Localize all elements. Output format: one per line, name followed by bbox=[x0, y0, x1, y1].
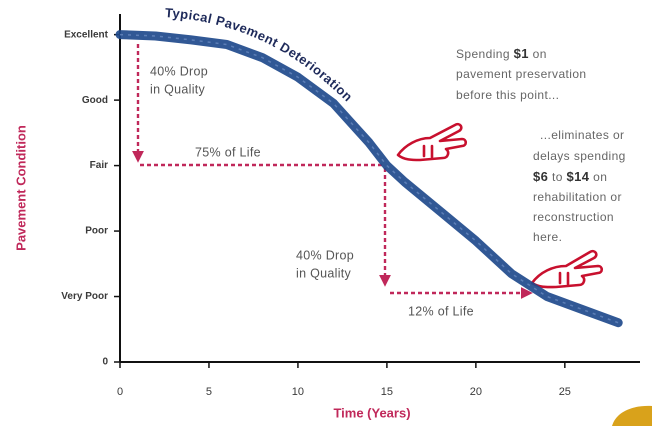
note: ...eliminates or bbox=[540, 128, 624, 142]
note-text: on bbox=[593, 170, 607, 184]
annotation: 75% of Life bbox=[195, 145, 261, 159]
note: pavement preservation bbox=[456, 67, 586, 81]
annotation: in Quality bbox=[150, 82, 206, 96]
y-tick-label: Good bbox=[82, 95, 108, 106]
y-tick-label: 0 bbox=[102, 357, 108, 368]
x-tick-label: 25 bbox=[559, 386, 571, 398]
annotation: 12% of Life bbox=[408, 304, 474, 318]
logo-shape bbox=[612, 406, 652, 426]
note-text: $6 bbox=[533, 169, 548, 184]
x-tick-label: 15 bbox=[381, 386, 393, 398]
note: reconstruction bbox=[533, 210, 614, 224]
note-text: $14 bbox=[567, 169, 590, 184]
chart: Pavement Condition Time (Years) 40% Drop… bbox=[0, 0, 652, 426]
note: delays spending bbox=[533, 149, 626, 163]
note: Spending $1 on bbox=[456, 46, 547, 61]
note-text: $1 bbox=[514, 46, 529, 61]
y-axis-title: Pavement Condition bbox=[13, 125, 28, 251]
x-axis-title: Time (Years) bbox=[333, 405, 410, 420]
hand-icon bbox=[532, 251, 602, 287]
y-tick-label: Fair bbox=[90, 160, 108, 171]
y-tick-label: Excellent bbox=[64, 29, 109, 40]
x-tick-label: 0 bbox=[117, 386, 123, 398]
annotation: 40% Drop bbox=[150, 64, 208, 78]
hand-fingers bbox=[424, 146, 432, 157]
note: here. bbox=[533, 230, 562, 244]
hand-fingers bbox=[560, 273, 568, 284]
y-tick-label: Poor bbox=[85, 226, 108, 237]
annotation: in Quality bbox=[296, 266, 352, 280]
note: before this point... bbox=[456, 88, 559, 102]
logo bbox=[612, 406, 652, 426]
x-tick-label: 20 bbox=[470, 386, 482, 398]
page: {"chart_data": { "type": "line", "title"… bbox=[0, 0, 652, 426]
x-tick-label: 10 bbox=[292, 386, 304, 398]
hand-icon bbox=[398, 124, 466, 160]
note: rehabilitation or bbox=[533, 190, 622, 204]
note-text: to bbox=[552, 170, 563, 184]
note: $6 to $14 on bbox=[533, 169, 607, 184]
note-text: Spending bbox=[456, 47, 510, 61]
annotation: 40% Drop bbox=[296, 248, 354, 262]
note-text: on bbox=[533, 47, 547, 61]
y-tick-label: Very Poor bbox=[61, 291, 108, 302]
x-tick-label: 5 bbox=[206, 386, 212, 398]
